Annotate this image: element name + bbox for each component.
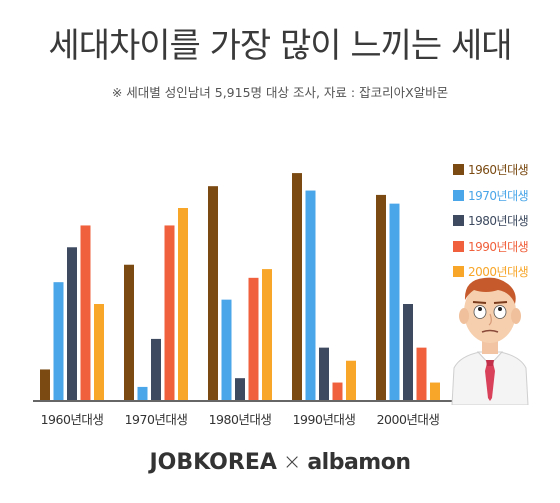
x-tick-label: 1980년대생: [209, 412, 272, 427]
bar-0-0: [40, 369, 50, 400]
bar-0-1: [53, 282, 64, 400]
legend-item: 1970년대생: [453, 183, 553, 209]
bar-2-0: [208, 186, 218, 400]
cartoon-man-illustration: [451, 277, 529, 405]
legend-swatch: [453, 266, 464, 278]
bar-1-2: [151, 338, 161, 400]
legend-item: 1990년대생: [453, 234, 553, 260]
bar-2-2: [235, 378, 245, 400]
legend-label: 1990년대생: [468, 239, 529, 254]
bar-4-1: [389, 203, 400, 400]
chart-subtitle: ※ 세대별 성인남녀 5,915명 대상 조사, 자료 : 잡코리아X알바몬: [111, 85, 449, 100]
bar-3-2: [319, 347, 329, 400]
bar-0-2: [67, 247, 77, 400]
bar-3-4: [346, 360, 356, 400]
jobkorea-logo: JOBKOREA: [149, 450, 277, 475]
bar-1-4: [178, 208, 188, 400]
bar-0-3: [80, 225, 91, 400]
bar-2-3: [248, 277, 259, 400]
legend-swatch: [453, 215, 464, 227]
albamon-logo: albamon: [307, 450, 411, 475]
bar-3-0: [292, 173, 302, 400]
legend-label: 1980년대생: [468, 214, 529, 229]
bar-0-4: [94, 304, 104, 400]
bar-3-1: [305, 190, 316, 400]
x-tick-label: 2000년대생: [377, 412, 440, 427]
bar-1-3: [164, 225, 175, 400]
chart-legend: 1960년대생 1970년대생 1980년대생 1990년대생 2000년대생: [453, 157, 553, 285]
brand-separator: ×: [282, 450, 302, 475]
bar-2-1: [221, 299, 232, 400]
x-tick-label: 1960년대생: [41, 412, 104, 427]
bar-4-2: [403, 304, 413, 400]
legend-swatch: [453, 164, 464, 176]
bar-1-0: [124, 264, 134, 400]
bar-4-0: [376, 194, 386, 400]
bar-1-1: [137, 386, 148, 400]
bar-4-4: [430, 382, 440, 400]
bar-4-3: [416, 347, 427, 400]
legend-item: 2000년대생: [453, 259, 553, 285]
legend-label: 2000년대생: [468, 265, 529, 280]
legend-item: 1980년대생: [453, 208, 553, 234]
x-tick-label: 1990년대생: [293, 412, 356, 427]
chart-title: 세대차이를 가장 많이 느끼는 세대: [48, 26, 512, 66]
legend-label: 1960년대생: [468, 163, 529, 178]
bar-3-3: [332, 382, 343, 400]
bar-2-4: [262, 269, 272, 400]
legend-label: 1970년대생: [468, 188, 529, 203]
x-tick-label: 1970년대생: [125, 412, 188, 427]
legend-swatch: [453, 240, 464, 252]
legend-swatch: [453, 189, 464, 201]
footer-brands: JOBKOREA × albamon: [0, 450, 560, 475]
legend-item: 1960년대생: [453, 157, 553, 183]
